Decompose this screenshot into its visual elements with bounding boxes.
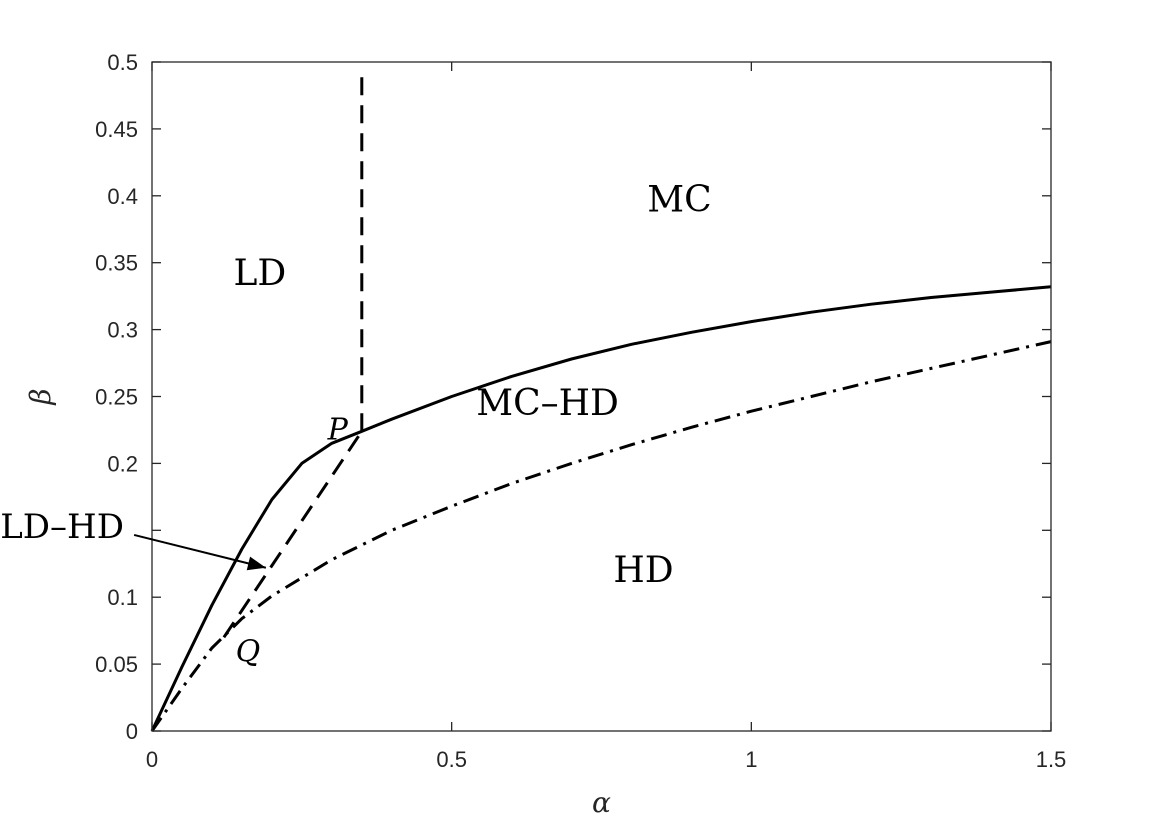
point-label: P — [327, 412, 349, 447]
x-tick-label: 1.5 — [1036, 747, 1067, 772]
y-tick-label: 0.45 — [95, 117, 138, 142]
y-tick-label: 0.3 — [107, 318, 138, 343]
y-axis-label: β — [24, 388, 57, 405]
x-tick-label: 1 — [745, 747, 757, 772]
annotation-label: LD–HD — [0, 507, 124, 547]
region-label: MC–HD — [476, 383, 619, 424]
annotation-background — [0, 498, 135, 559]
annotation-arrow-head — [246, 556, 266, 571]
x-axis-label: α — [592, 786, 611, 819]
labels-layer: 0 0.5 1 1.5 0 0.05 0.1 0.2 0.25 0.3 0.35 0.4 0.45 0.5… — [0, 50, 1066, 772]
solid-boundary-line-0 — [150, 285, 1052, 732]
y-tick-label: 0.4 — [107, 184, 138, 209]
ticks-layer — [151, 61, 1052, 732]
y-tick-label: 0.1 — [107, 585, 138, 610]
point-label: Q — [236, 634, 261, 669]
dashdot-boundary-line-3 — [150, 340, 1052, 732]
region-label: LD — [233, 253, 286, 294]
annotation-arrow-line — [133, 533, 267, 569]
x-tick-label: 0.5 — [436, 747, 467, 772]
x-tick-label: 0 — [146, 747, 158, 772]
y-tick-label: 0.05 — [95, 652, 138, 677]
region-label: HD — [613, 550, 673, 591]
y-tick-label: 0 — [126, 719, 138, 744]
region-label: MC — [647, 179, 711, 220]
y-tick-label: 0.2 — [107, 451, 138, 476]
y-tick-label: 0.25 — [95, 385, 138, 410]
dashed-boundary-line-2 — [222, 430, 364, 639]
y-tick-label: 0.35 — [95, 251, 138, 276]
y-tick-label: 0.5 — [107, 50, 138, 75]
curves-layer — [150, 68, 1052, 732]
